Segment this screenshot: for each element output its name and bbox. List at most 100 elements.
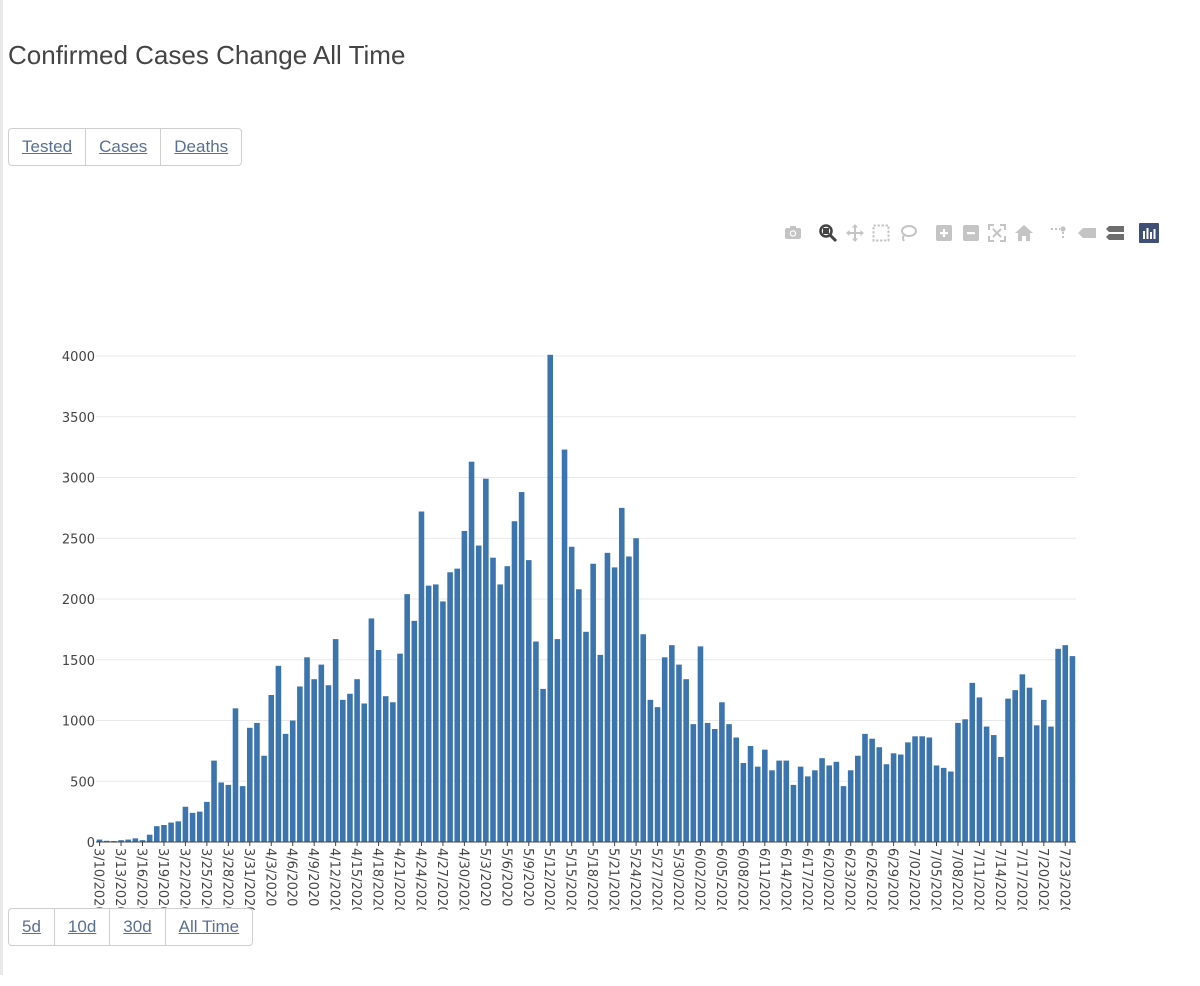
bar[interactable] bbox=[232, 708, 239, 842]
bar[interactable] bbox=[926, 737, 933, 842]
bar[interactable] bbox=[382, 696, 389, 842]
range-10d-button[interactable]: 10d bbox=[55, 909, 111, 945]
bar[interactable] bbox=[139, 840, 146, 842]
bar[interactable] bbox=[161, 824, 167, 842]
bar[interactable] bbox=[833, 761, 840, 842]
range-30d-button[interactable]: 30d bbox=[110, 909, 166, 945]
bar[interactable] bbox=[1019, 674, 1026, 842]
bar[interactable] bbox=[797, 766, 804, 842]
tab-tested[interactable]: Tested bbox=[9, 129, 87, 165]
bar[interactable] bbox=[297, 686, 303, 842]
bar[interactable] bbox=[182, 806, 189, 842]
bar[interactable] bbox=[554, 639, 561, 842]
lasso-select-icon[interactable] bbox=[897, 222, 919, 244]
pan-icon[interactable] bbox=[844, 222, 866, 244]
bar[interactable] bbox=[661, 657, 668, 842]
bar[interactable] bbox=[940, 767, 947, 842]
bar[interactable] bbox=[983, 726, 990, 842]
bar[interactable] bbox=[740, 763, 747, 842]
bar[interactable] bbox=[576, 589, 582, 842]
bar[interactable] bbox=[711, 729, 718, 842]
bar[interactable] bbox=[103, 840, 110, 842]
bar[interactable] bbox=[683, 679, 689, 842]
bar[interactable] bbox=[912, 736, 918, 842]
bar[interactable] bbox=[897, 754, 904, 842]
bar[interactable] bbox=[676, 664, 682, 842]
bar[interactable] bbox=[969, 682, 976, 842]
bar[interactable] bbox=[368, 618, 375, 842]
hover-closest-icon[interactable] bbox=[1076, 222, 1098, 244]
bar[interactable] bbox=[204, 801, 210, 842]
bar[interactable] bbox=[1041, 699, 1047, 842]
bar[interactable] bbox=[483, 478, 489, 842]
bar[interactable] bbox=[282, 733, 289, 842]
bar[interactable] bbox=[440, 601, 446, 842]
bar[interactable] bbox=[862, 733, 868, 842]
bar[interactable] bbox=[726, 724, 732, 842]
bar[interactable] bbox=[218, 782, 224, 842]
bar[interactable] bbox=[289, 720, 296, 843]
bar[interactable] bbox=[340, 699, 346, 842]
bar[interactable] bbox=[869, 738, 875, 842]
bar[interactable] bbox=[919, 736, 925, 842]
bar[interactable] bbox=[146, 834, 153, 842]
bar[interactable] bbox=[468, 461, 475, 842]
bar[interactable] bbox=[168, 822, 174, 842]
bar[interactable] bbox=[826, 765, 832, 842]
bar[interactable] bbox=[590, 563, 596, 842]
bar[interactable] bbox=[125, 839, 131, 842]
bar[interactable] bbox=[633, 538, 639, 842]
bar[interactable] bbox=[804, 776, 811, 842]
bar[interactable] bbox=[962, 719, 968, 842]
bar[interactable] bbox=[268, 694, 275, 842]
bar[interactable] bbox=[1026, 687, 1033, 842]
bar[interactable] bbox=[948, 771, 954, 842]
bar[interactable] bbox=[254, 722, 260, 842]
bar[interactable] bbox=[118, 840, 124, 842]
bar[interactable] bbox=[1048, 726, 1054, 842]
bar[interactable] bbox=[654, 707, 661, 842]
bar[interactable] bbox=[611, 567, 618, 842]
bar[interactable] bbox=[876, 747, 883, 842]
bar[interactable] bbox=[390, 702, 396, 842]
bar[interactable] bbox=[604, 552, 611, 842]
bar[interactable] bbox=[196, 811, 203, 843]
bar[interactable] bbox=[840, 786, 847, 842]
bar[interactable] bbox=[855, 755, 861, 842]
camera-icon[interactable] bbox=[782, 222, 804, 244]
bar[interactable] bbox=[847, 770, 854, 842]
zoom-icon[interactable] bbox=[817, 222, 839, 244]
bar[interactable] bbox=[425, 585, 432, 842]
bar[interactable] bbox=[418, 511, 425, 842]
bar[interactable] bbox=[332, 639, 339, 842]
bar[interactable] bbox=[375, 650, 382, 842]
bar[interactable] bbox=[404, 594, 410, 842]
bar[interactable] bbox=[347, 693, 353, 842]
bar[interactable] bbox=[883, 764, 890, 842]
bar[interactable] bbox=[998, 756, 1004, 842]
bar[interactable] bbox=[597, 654, 604, 842]
bar[interactable] bbox=[211, 760, 217, 842]
bar[interactable] bbox=[890, 753, 897, 842]
hover-compare-icon[interactable] bbox=[1104, 222, 1126, 244]
bar[interactable] bbox=[776, 760, 782, 842]
spike-lines-icon[interactable] bbox=[1048, 222, 1070, 244]
reset-axes-icon[interactable] bbox=[1013, 222, 1035, 244]
autoscale-icon[interactable] bbox=[986, 222, 1008, 244]
bar[interactable] bbox=[497, 584, 503, 842]
bar[interactable] bbox=[690, 724, 697, 842]
bar[interactable] bbox=[955, 722, 961, 842]
bar[interactable] bbox=[754, 766, 761, 842]
bar[interactable] bbox=[1062, 645, 1069, 842]
bar[interactable] bbox=[325, 685, 332, 842]
bar[interactable] bbox=[1055, 648, 1061, 842]
bar[interactable] bbox=[762, 749, 768, 842]
bar[interactable] bbox=[783, 760, 790, 842]
bar[interactable] bbox=[547, 354, 554, 842]
bar[interactable] bbox=[618, 507, 625, 843]
bar[interactable] bbox=[747, 746, 754, 842]
bar[interactable] bbox=[247, 727, 253, 842]
tab-cases[interactable]: Cases bbox=[86, 129, 162, 165]
bar[interactable] bbox=[318, 664, 325, 842]
bar[interactable] bbox=[933, 765, 940, 842]
